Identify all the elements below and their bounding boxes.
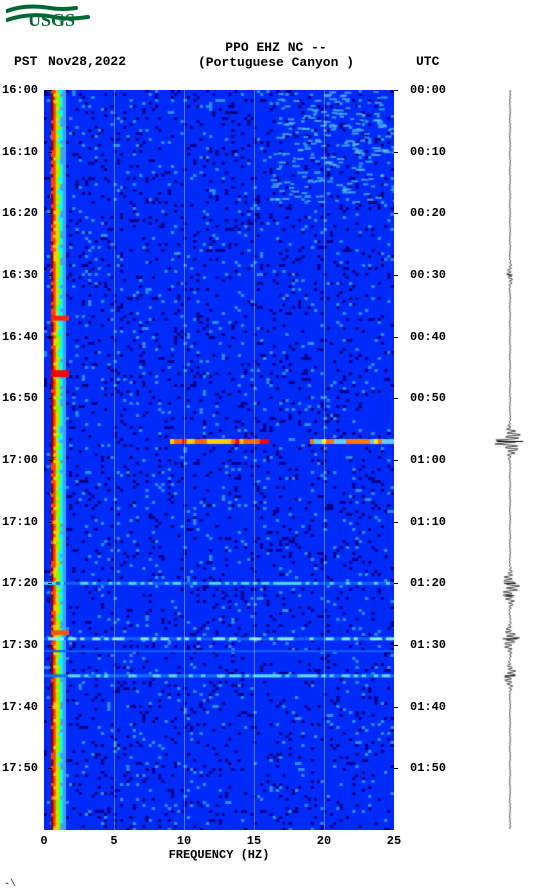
y-tick-right: 00:30 [410, 269, 446, 281]
y-tick-left: 17:10 [2, 516, 38, 528]
y-tick-left: 16:10 [2, 146, 38, 158]
station-line: PPO EHZ NC -- [0, 40, 552, 55]
y-tick-left: 17:30 [2, 639, 38, 651]
y-tick-left: 16:50 [2, 392, 38, 404]
footer-mark: -\ [4, 879, 16, 890]
y-tick-left: 16:20 [2, 207, 38, 219]
y-tick-right: 01:00 [410, 454, 446, 466]
y-tick-right: 01:50 [410, 762, 446, 774]
x-tick-label: 5 [110, 834, 117, 848]
pst-label: PST [14, 54, 37, 69]
x-tick-label: 20 [317, 834, 331, 848]
y-tick-left: 17:00 [2, 454, 38, 466]
seismogram-canvas [490, 90, 530, 830]
left-y-axis: 16:0016:1016:2016:3016:4016:5017:0017:10… [0, 90, 44, 830]
y-tick-right: 00:20 [410, 207, 446, 219]
y-tick-right: 00:40 [410, 331, 446, 343]
spectrogram-canvas [44, 90, 394, 830]
y-tick-right: 00:00 [410, 84, 446, 96]
x-axis: FREQUENCY (HZ) 0510152025 [44, 830, 394, 880]
right-y-axis: 00:0000:1000:2000:3000:4000:5001:0001:10… [402, 90, 462, 830]
y-tick-left: 17:20 [2, 577, 38, 589]
y-tick-left: 17:40 [2, 701, 38, 713]
y-tick-right: 01:30 [410, 639, 446, 651]
spectrogram-plot [44, 90, 394, 830]
y-tick-right: 01:10 [410, 516, 446, 528]
y-tick-right: 01:20 [410, 577, 446, 589]
y-tick-left: 17:50 [2, 762, 38, 774]
x-tick-label: 15 [247, 834, 261, 848]
x-tick-label: 25 [387, 834, 401, 848]
y-tick-right: 00:50 [410, 392, 446, 404]
y-tick-left: 16:30 [2, 269, 38, 281]
y-tick-left: 16:40 [2, 331, 38, 343]
y-tick-right: 00:10 [410, 146, 446, 158]
usgs-logo: USGS [6, 4, 98, 38]
x-tick-label: 0 [40, 834, 47, 848]
y-tick-left: 16:00 [2, 84, 38, 96]
y-tick-right: 01:40 [410, 701, 446, 713]
seismogram-strip [490, 90, 530, 830]
date-label: Nov28,2022 [48, 54, 126, 69]
x-axis-title: FREQUENCY (HZ) [44, 848, 394, 862]
x-tick-label: 10 [177, 834, 191, 848]
usgs-logo-text: USGS [28, 10, 75, 30]
utc-label: UTC [416, 54, 439, 69]
